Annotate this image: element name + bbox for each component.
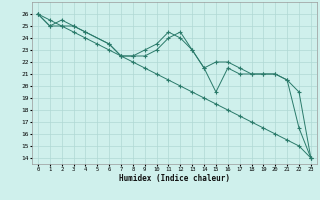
X-axis label: Humidex (Indice chaleur): Humidex (Indice chaleur): [119, 174, 230, 183]
